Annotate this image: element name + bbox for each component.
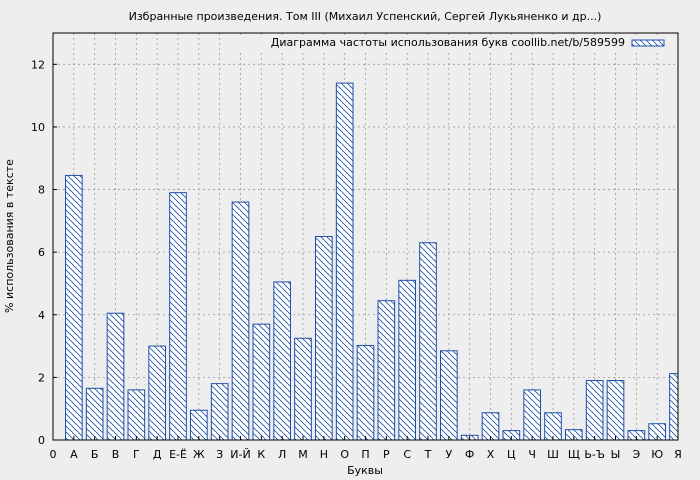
bar-Ю bbox=[648, 423, 666, 440]
bar-Ц bbox=[502, 430, 521, 440]
bar-У bbox=[440, 350, 458, 440]
bar-Н bbox=[315, 236, 333, 440]
y-axis-ticks: 0 2 4 6 8 10 12 bbox=[31, 58, 57, 447]
x-tick-label: О bbox=[340, 448, 349, 461]
y-tick-label: 10 bbox=[31, 121, 45, 134]
bar-О bbox=[335, 82, 354, 440]
y-tick-label: 2 bbox=[38, 371, 45, 384]
x-axis-label: Буквы bbox=[347, 464, 383, 477]
bar-К bbox=[252, 323, 271, 440]
y-axis-label: % использования в тексте bbox=[3, 159, 16, 313]
bar-Т bbox=[419, 242, 437, 440]
bar-Э bbox=[627, 430, 646, 440]
y-tick-label: 4 bbox=[38, 309, 45, 322]
x-tick-label: Л bbox=[278, 448, 286, 461]
x-tick-label: Т bbox=[424, 448, 432, 461]
x-tick-label: Ы bbox=[611, 448, 621, 461]
x-tick-label: Г bbox=[133, 448, 140, 461]
x-axis-ticks: 0 А Б В Г Д Е-Ё Ж З И-Й К Л М Н О П Р С Т У Ф Х Ц Ч Ш Щ Ь-Ъ Ы Э Ю Я bbox=[50, 436, 682, 461]
x-tick-label: Ь-Ъ bbox=[584, 448, 605, 461]
bars bbox=[65, 82, 678, 440]
x-tick-label: В bbox=[112, 448, 120, 461]
x-origin-label: 0 bbox=[50, 448, 57, 461]
x-tick-label: Щ bbox=[568, 448, 580, 461]
x-tick-label: Ж bbox=[193, 448, 205, 461]
x-tick-label: З bbox=[216, 448, 223, 461]
bar-Ш bbox=[544, 412, 562, 440]
legend-swatch bbox=[631, 39, 665, 47]
x-tick-label: Е-Ё bbox=[169, 448, 187, 461]
bar-С bbox=[398, 279, 417, 440]
legend: Диаграмма частоты использования букв coo… bbox=[240, 35, 676, 51]
bar-Р bbox=[377, 300, 396, 440]
x-tick-label: М bbox=[298, 448, 308, 461]
x-tick-label: Х bbox=[487, 448, 495, 461]
bar-Б bbox=[85, 387, 104, 440]
bar-Я bbox=[669, 373, 678, 440]
x-tick-label: Э bbox=[632, 448, 640, 461]
bar-А bbox=[65, 174, 83, 440]
bar-М bbox=[294, 337, 312, 440]
x-tick-label: У bbox=[445, 448, 452, 461]
bar-Ч bbox=[523, 389, 541, 440]
y-tick-label: 6 bbox=[38, 246, 45, 259]
x-tick-label: Ч bbox=[528, 448, 536, 461]
x-tick-label: К bbox=[257, 448, 265, 461]
x-tick-label: И-Й bbox=[230, 448, 250, 461]
x-tick-label: Ш bbox=[547, 448, 559, 461]
x-tick-label: С bbox=[403, 448, 411, 461]
x-tick-label: Ф bbox=[465, 448, 474, 461]
bar-Ь-Ъ bbox=[585, 380, 604, 440]
bar-В bbox=[106, 312, 125, 440]
bar-Д bbox=[148, 345, 166, 440]
legend-box bbox=[240, 35, 676, 51]
y-tick-label: 12 bbox=[31, 58, 45, 71]
x-tick-label: А bbox=[70, 448, 78, 461]
bar-З bbox=[210, 383, 229, 440]
chart-title: Избранные произведения. Том III (Михаил … bbox=[129, 10, 602, 23]
grid-lines bbox=[53, 33, 679, 440]
bar-Ж bbox=[190, 409, 208, 440]
bar-П bbox=[356, 344, 375, 440]
bar-Ы bbox=[606, 380, 625, 440]
x-tick-label: Д bbox=[153, 448, 162, 461]
x-tick-label: Ю bbox=[651, 448, 663, 461]
bar-Г bbox=[127, 389, 146, 440]
y-tick-label: 0 bbox=[38, 434, 45, 447]
x-tick-label: Б bbox=[91, 448, 99, 461]
x-tick-label: П bbox=[361, 448, 369, 461]
y-tick-label: 8 bbox=[38, 184, 45, 197]
bar-Е-Ё bbox=[169, 192, 187, 440]
x-tick-label: Н bbox=[320, 448, 328, 461]
x-tick-label: Ц bbox=[507, 448, 516, 461]
legend-label: Диаграмма частоты использования букв coo… bbox=[271, 36, 625, 49]
x-tick-label: Я bbox=[674, 448, 682, 461]
bar-Х bbox=[481, 412, 500, 440]
bar-И-Й bbox=[231, 201, 250, 440]
x-tick-label: Р bbox=[383, 448, 390, 461]
bar-Л bbox=[273, 281, 292, 440]
